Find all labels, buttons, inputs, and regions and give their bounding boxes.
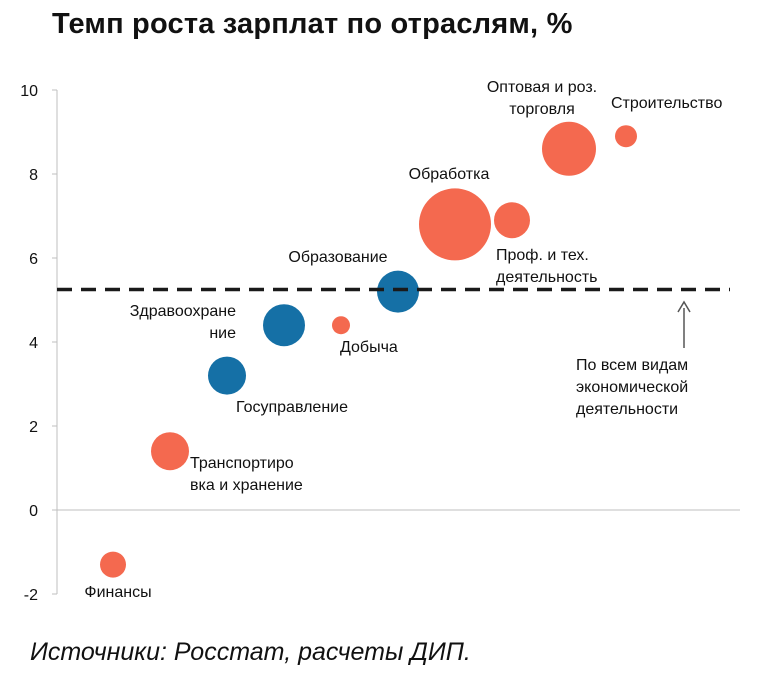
chart-title: Темп роста зарплат по отраслям, % — [52, 8, 573, 40]
bubble-label: ние — [209, 325, 236, 342]
bubble-label: Строительство — [611, 95, 722, 112]
bubble — [332, 316, 350, 335]
bubble — [419, 188, 491, 261]
y-tick-label: 6 — [29, 251, 38, 268]
bubble-label: Здравоохране — [130, 303, 236, 320]
reference-label: деятельности — [576, 401, 678, 418]
bubble-label: торговля — [509, 101, 574, 118]
bubble-label: Добыча — [340, 339, 398, 356]
bubble-label: Оптовая и роз. — [487, 79, 597, 96]
bubbles — [100, 121, 637, 578]
arrow-head-icon — [677, 300, 691, 313]
bubble — [494, 202, 530, 239]
bubble — [377, 270, 419, 313]
bubble — [542, 121, 596, 176]
reference-line-group: По всем видам экономической деятельности — [57, 287, 730, 418]
bubble — [263, 304, 305, 347]
y-tick-label: -2 — [24, 587, 38, 604]
bubble-label: Транспортиро — [190, 455, 294, 472]
y-tick-label: 4 — [29, 335, 38, 352]
bubble — [100, 551, 126, 578]
y-tick-label: 8 — [29, 167, 38, 184]
reference-label: экономической — [576, 379, 688, 396]
bubble-label: вка и хранение — [190, 477, 303, 494]
bubble — [615, 125, 637, 148]
bubble-label: деятельность — [496, 269, 597, 286]
reference-label: По всем видам — [576, 357, 688, 374]
bubble-label: Образование — [288, 249, 387, 266]
bubble-label: Финансы — [84, 584, 151, 601]
y-tick-label: 10 — [20, 83, 38, 100]
bubble-label: Обработка — [409, 166, 490, 183]
y-tick-label: 0 — [29, 503, 38, 520]
source-note: Источники: Росстат, расчеты ДИП. — [30, 638, 471, 666]
bubble — [208, 356, 246, 395]
bubble — [151, 432, 189, 471]
bubble-label: Госуправление — [236, 399, 348, 416]
bubble-labels: Финансы Транспортиро вка и хранение Госупра… — [84, 79, 722, 601]
axes: 10 8 6 4 2 0 -2 — [20, 83, 740, 604]
bubble-label: Проф. и тех. — [496, 247, 589, 264]
y-tick-label: 2 — [29, 419, 38, 436]
